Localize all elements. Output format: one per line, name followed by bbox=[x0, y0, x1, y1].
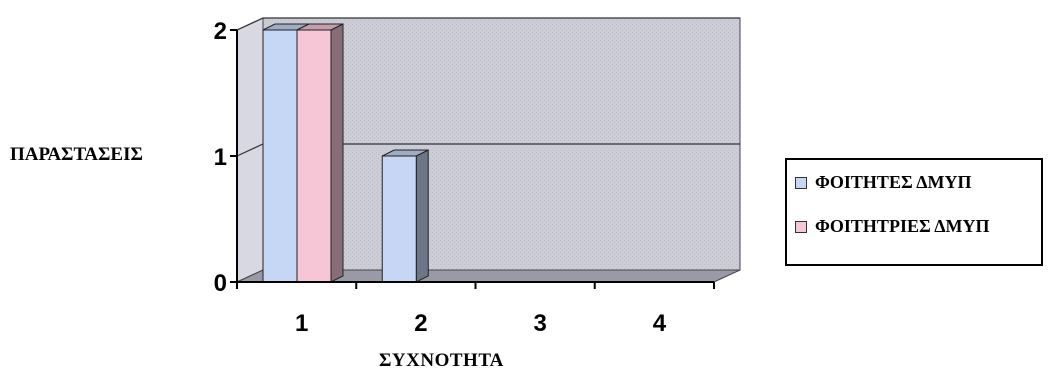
bar-series-2-cat-1-side bbox=[330, 23, 344, 283]
legend-item-series-2: ΦΟΙΤΗΤΡΙΕΣ ΔΜΥΠ bbox=[795, 216, 990, 237]
x-tick-label: 2 bbox=[414, 310, 427, 337]
legend: ΦΟΙΤΗΤΕΣ ΔΜΥΠ ΦΟΙΤΗΤΡΙΕΣ ΔΜΥΠ bbox=[785, 158, 1043, 266]
bar-series-1-cat-1-front bbox=[262, 29, 298, 283]
x-axis-label: ΣΥΧΝΟΤΗΤΑ bbox=[379, 350, 504, 371]
legend-swatch-series-1 bbox=[795, 176, 807, 189]
legend-label-series-1: ΦΟΙΤΗΤΕΣ ΔΜΥΠ bbox=[815, 172, 972, 192]
x-tick-label: 4 bbox=[653, 310, 667, 337]
bar-series-2-cat-1-front bbox=[296, 29, 332, 283]
bar-series-1-cat-2-side bbox=[415, 149, 429, 283]
legend-label-series-2: ΦΟΙΤΗΤΡΙΕΣ ΔΜΥΠ bbox=[815, 216, 990, 236]
legend-item-series-1: ΦΟΙΤΗΤΕΣ ΔΜΥΠ bbox=[795, 172, 972, 193]
bar-series-1-cat-2 bbox=[381, 149, 429, 283]
bar-series-1-cat-2-front bbox=[381, 155, 417, 283]
y-tick-label: 1 bbox=[214, 144, 227, 171]
y-tick-label: 2 bbox=[214, 18, 227, 45]
bar-series-2-cat-1 bbox=[296, 23, 344, 283]
x-tick-label: 1 bbox=[295, 310, 308, 337]
y-axis-label: ΠΑΡΑΣΤΑΣΕΙΣ bbox=[10, 144, 143, 165]
x-tick-label: 3 bbox=[533, 310, 546, 337]
y-tick-label: 0 bbox=[214, 270, 227, 297]
legend-swatch-series-2 bbox=[795, 220, 807, 233]
gridline bbox=[236, 17, 740, 31]
